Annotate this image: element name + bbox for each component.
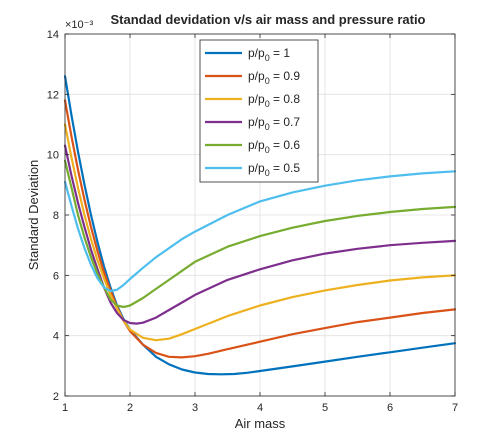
legend-label-2: p/p0 = 0.8 [248, 92, 300, 109]
x-axis-label: Air mass [235, 416, 286, 431]
legend-label-4: p/p0 = 0.6 [248, 138, 300, 155]
chart-title: Standad devidation v/s air mass and pres… [111, 12, 426, 27]
x-tick-label: 1 [62, 402, 68, 414]
y-tick-label: 12 [47, 89, 59, 101]
legend-label-subscript: 0 [265, 76, 270, 86]
x-tick-label: 3 [192, 402, 198, 414]
y-tick-label: 6 [53, 270, 59, 282]
legend-label-subscript: 0 [265, 122, 270, 132]
legend-label-subscript: 0 [265, 168, 270, 178]
y-exponent-label: ×10⁻³ [65, 19, 93, 31]
legend-label-main: p/p [248, 69, 265, 83]
legend: p/p0 = 1p/p0 = 0.9p/p0 = 0.8p/p0 = 0.7p/… [199, 39, 319, 183]
legend-label-value: = 0.5 [270, 161, 301, 175]
legend-label-value: = 0.7 [270, 115, 301, 129]
legend-label-value: = 1 [270, 46, 291, 60]
x-tick-label: 6 [387, 402, 393, 414]
y-tick-label: 4 [53, 331, 59, 343]
y-tick-labels: 2 4 6 8 10 12 14 [47, 29, 59, 403]
y-tick-label: 14 [47, 29, 59, 41]
legend-label-value: = 0.6 [270, 138, 301, 152]
legend-label-main: p/p [248, 92, 265, 106]
series-line-2 [63, 123, 457, 342]
legend-label-subscript: 0 [265, 53, 270, 63]
legend-label-3: p/p0 = 0.7 [248, 115, 300, 132]
x-tick-labels: 1 2 3 4 5 6 7 [62, 402, 458, 414]
series-line-1 [63, 99, 457, 359]
y-tick-label: 2 [53, 391, 59, 403]
series-line-0 [63, 75, 457, 376]
y-tick-label: 8 [53, 210, 59, 222]
y-axis-label: Standard Deviation [26, 160, 41, 271]
series-line-5 [63, 170, 457, 293]
legend-label-main: p/p [248, 46, 265, 60]
x-tick-label: 5 [322, 402, 328, 414]
legend-label-main: p/p [248, 138, 265, 152]
x-tick-label: 2 [127, 402, 133, 414]
legend-label-subscript: 0 [265, 145, 270, 155]
y-tick-label: 10 [47, 150, 59, 162]
legend-label-main: p/p [248, 161, 265, 175]
legend-label-main: p/p [248, 115, 265, 129]
series-line-3 [63, 144, 457, 325]
legend-label-0: p/p0 = 1 [248, 46, 290, 63]
legend-label-1: p/p0 = 0.9 [248, 69, 300, 86]
legend-label-5: p/p0 = 0.5 [248, 161, 300, 178]
legend-label-value: = 0.9 [270, 69, 301, 83]
x-tick-label: 7 [452, 402, 458, 414]
legend-label-subscript: 0 [265, 99, 270, 109]
ticks [64, 33, 456, 397]
series-lines [63, 75, 457, 376]
x-tick-label: 4 [257, 402, 263, 414]
legend-box [199, 39, 319, 183]
legend-label-value: = 0.8 [270, 92, 301, 106]
series-line-4 [63, 159, 457, 309]
